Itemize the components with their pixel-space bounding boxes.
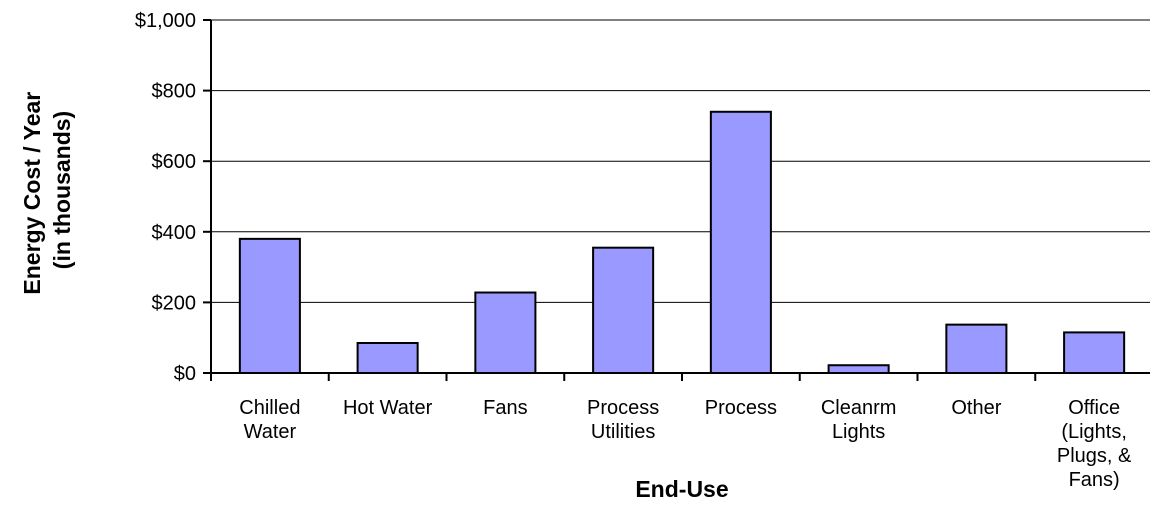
bars [238,110,1126,375]
bar [356,341,419,374]
x-tick-label: Chilled Water [239,397,300,443]
x-tick-labels: Chilled Water Hot Water Fans Process Utilitie… [210,373,1132,491]
bar [709,110,772,374]
y-tick-label: $400 [152,222,197,244]
x-axis-title: End-Use [635,476,728,502]
x-tick-label: Process [705,397,777,419]
y-tick-label: $0 [174,363,196,385]
bar [1063,331,1126,374]
x-tick-label: Cleanrm Lights [821,397,897,443]
bar [827,364,890,375]
x-tick-label: Hot Water [343,397,433,419]
x-tick-label: Other [951,397,1001,419]
y-tick-label: $200 [152,292,197,314]
x-tick-label: Process Utilities [587,397,659,443]
x-tick-label: Office (Lights, Plugs, & Fans) [1057,397,1132,491]
bar [592,246,655,374]
gridlines [211,19,1150,303]
y-axis-title-line-2: (in thousands) [49,111,75,269]
bar [474,291,537,374]
y-tick-labels: $0 $200 $400 $600 $800 $1,000 [135,10,211,385]
y-tick-label: $800 [152,81,197,103]
y-axis-title-line-1: Energy Cost / Year [19,92,45,295]
y-axis-title: Energy Cost / Year (in thousands) [19,85,75,294]
bar [238,237,301,374]
y-tick-label: $600 [152,151,197,173]
bar [945,323,1008,375]
x-tick-label: Fans [483,397,527,419]
y-tick-label: $1,000 [135,10,196,32]
axes [210,20,1150,374]
